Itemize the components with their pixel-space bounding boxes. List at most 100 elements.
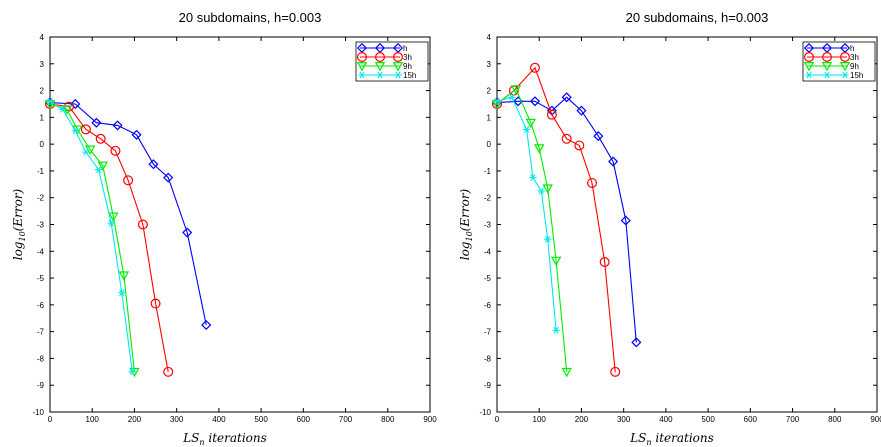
legend-entry-15h: 15h xyxy=(805,71,863,80)
data-point-3h xyxy=(163,366,174,377)
x-tick-label: 200 xyxy=(575,415,589,424)
legend-label: 15h xyxy=(403,71,416,80)
data-point-15h xyxy=(59,105,67,113)
data-point-3h xyxy=(546,109,557,120)
y-tick-label: 3 xyxy=(487,60,492,69)
x-axis-label: LSn iterations xyxy=(182,431,267,447)
data-point-15h xyxy=(128,368,136,376)
legend-marker xyxy=(803,51,814,62)
x-tick-label: 900 xyxy=(423,415,437,424)
legend-marker xyxy=(841,71,849,79)
x-tick-label: 500 xyxy=(701,415,715,424)
data-point-3h xyxy=(610,366,621,377)
y-tick-label: -4 xyxy=(484,247,492,256)
data-point-h xyxy=(182,227,193,238)
y-tick-label: -3 xyxy=(37,221,45,230)
y-tick-label: -5 xyxy=(37,274,45,283)
y-axis-label: log10(Error) xyxy=(11,188,27,260)
legend-entry-9h: 9h xyxy=(356,62,412,72)
data-point-h xyxy=(608,156,619,167)
data-point-3h xyxy=(95,133,106,144)
series-line-h xyxy=(496,96,637,343)
y-tick-label: -8 xyxy=(37,354,45,363)
legend-marker xyxy=(356,62,368,72)
data-point-15h xyxy=(552,326,560,334)
data-point-15h xyxy=(82,148,90,156)
data-point-h xyxy=(631,337,642,348)
data-point-h xyxy=(201,319,212,330)
y-tick-label: 4 xyxy=(487,33,492,42)
y-tick-label: -9 xyxy=(484,381,492,390)
y-tick-label: -3 xyxy=(484,221,492,230)
y-tick-label: 1 xyxy=(487,113,492,122)
chart-panel-2: 20 subdomains, h=0.003 0 100 200 300 400 500 60… xyxy=(458,10,881,447)
legend-label: 15h xyxy=(850,71,863,80)
series-line-9h xyxy=(496,88,568,372)
x-tick-label: 700 xyxy=(339,415,353,424)
legend-label: 9h xyxy=(403,62,412,71)
legend-marker xyxy=(394,71,402,79)
data-point-h xyxy=(163,172,174,183)
series-9h xyxy=(491,85,572,378)
data-point-h xyxy=(593,131,604,142)
y-tick-label: -1 xyxy=(484,167,492,176)
series-line-9h xyxy=(49,103,135,372)
data-point-15h xyxy=(107,219,115,227)
y-tick-label: 1 xyxy=(40,113,45,122)
data-point-3h xyxy=(561,133,572,144)
y-tick-label: -9 xyxy=(37,381,45,390)
x-tick-label: 900 xyxy=(870,415,881,424)
x-axis-label: LSn iterations xyxy=(629,431,714,447)
x-tick-label: 300 xyxy=(170,415,184,424)
data-point-15h xyxy=(71,127,79,135)
legend-marker xyxy=(357,51,368,62)
x-tick-label: 600 xyxy=(297,415,311,424)
data-point-9h xyxy=(108,212,119,222)
legend-marker xyxy=(839,62,851,72)
legend-entry-3h: 3h xyxy=(357,51,412,62)
data-point-15h xyxy=(529,174,537,182)
x-tick-label: 100 xyxy=(86,415,100,424)
plot-frame xyxy=(49,36,431,413)
legend-label: 3h xyxy=(403,53,412,62)
data-point-3h xyxy=(574,140,585,151)
data-point-3h xyxy=(110,145,121,156)
chart-panel-1: 20 subdomains, h=0.003 0 100 200 300 400 500 60… xyxy=(11,10,437,447)
x-tick-label: 700 xyxy=(786,415,800,424)
data-point-9h xyxy=(550,256,562,267)
data-point-15h xyxy=(544,235,552,243)
y-tick-label: -4 xyxy=(37,247,45,256)
legend-entry-9h: 9h xyxy=(803,62,859,72)
x-tick-label: 800 xyxy=(381,415,395,424)
data-point-15h xyxy=(46,97,54,105)
data-point-9h xyxy=(118,271,130,281)
x-tick-label: 100 xyxy=(533,415,547,424)
x-tick-label: 600 xyxy=(744,415,758,424)
legend-label: h xyxy=(403,44,407,53)
data-point-9h xyxy=(510,85,522,95)
series-line-3h xyxy=(49,103,169,372)
data-point-3h xyxy=(529,62,540,73)
legend-marker xyxy=(821,62,833,72)
y-tick-label: -5 xyxy=(484,274,492,283)
y-tick-label: -6 xyxy=(484,301,492,310)
legend-marker xyxy=(823,71,831,79)
data-point-h xyxy=(576,105,587,116)
legend-marker xyxy=(376,71,384,79)
series-h xyxy=(44,97,212,330)
data-point-9h xyxy=(561,367,572,378)
legend-entry-15h: 15h xyxy=(358,71,416,80)
legend-marker xyxy=(392,62,404,72)
x-tick-label: 800 xyxy=(828,415,842,424)
series-line-15h xyxy=(49,100,133,372)
plot-frame xyxy=(496,36,878,413)
legend-marker xyxy=(358,71,366,79)
data-point-9h xyxy=(534,144,545,154)
legend-marker xyxy=(821,51,832,62)
y-tick-label: 3 xyxy=(40,60,45,69)
legend-label: h xyxy=(850,44,854,53)
x-tick-label: 0 xyxy=(495,415,500,424)
